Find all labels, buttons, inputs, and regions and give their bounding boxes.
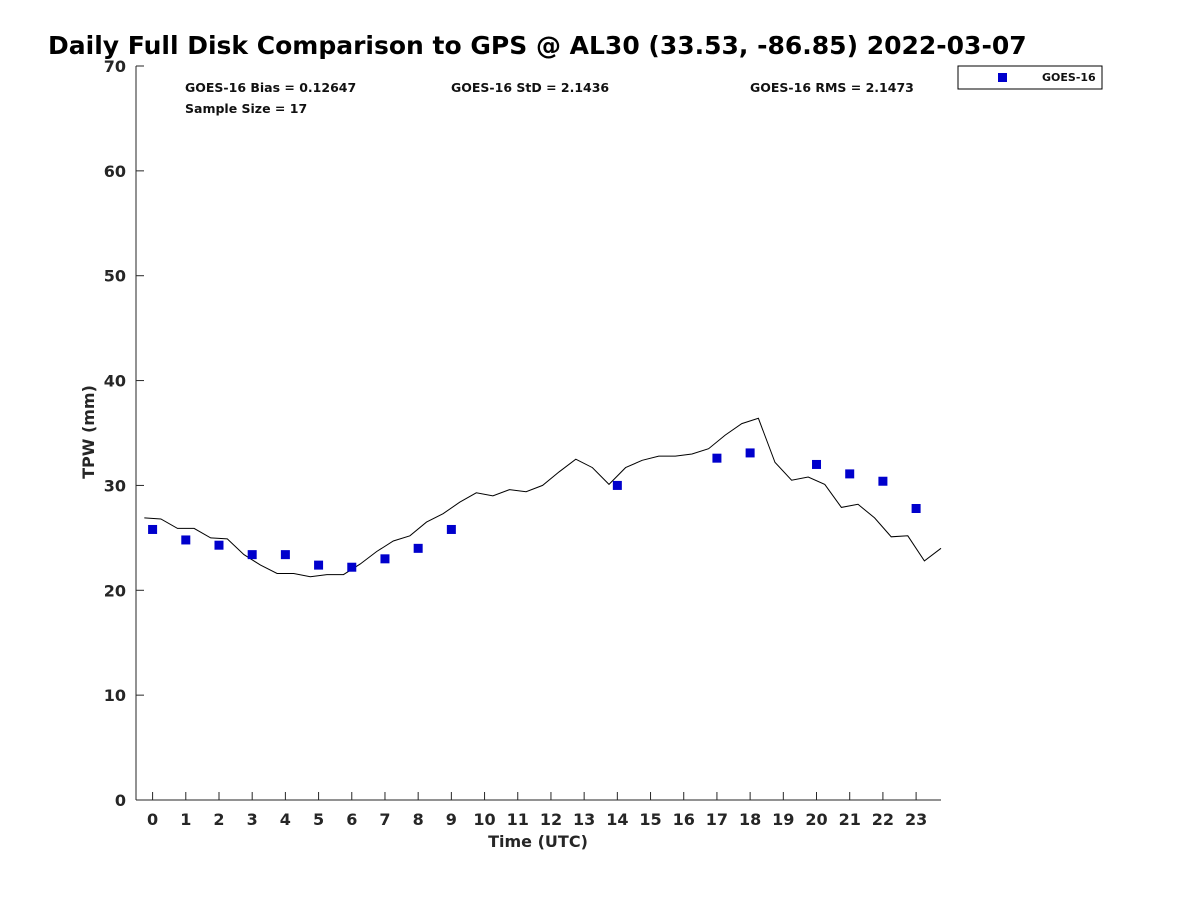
- x-tick-label: 23: [905, 810, 927, 829]
- goes-point: [812, 459, 822, 469]
- legend-marker: [998, 73, 1007, 82]
- x-tick-label: 22: [872, 810, 894, 829]
- y-tick-label: 0: [115, 791, 126, 810]
- goes-point: [745, 448, 755, 458]
- x-tick-label: 6: [346, 810, 357, 829]
- x-tick-label: 2: [213, 810, 224, 829]
- x-tick-label: 16: [673, 810, 695, 829]
- legend: GOES-16: [957, 65, 1103, 90]
- gps-series: [144, 417, 942, 578]
- y-axis-label: TPW (mm): [79, 385, 98, 479]
- x-tick-label: 5: [313, 810, 324, 829]
- goes-point: [280, 550, 290, 560]
- goes-point: [612, 480, 622, 490]
- x-tick-label: 1: [180, 810, 191, 829]
- goes-point: [380, 554, 390, 564]
- goes-point: [314, 560, 324, 570]
- goes-series: [148, 448, 921, 572]
- legend-box: [957, 65, 1103, 90]
- x-axis-label: Time (UTC): [488, 832, 588, 851]
- sample-size-stat: Sample Size = 17: [185, 101, 307, 116]
- x-tick-label: 14: [606, 810, 628, 829]
- goes-point: [413, 543, 423, 553]
- y-tick-label: 60: [104, 162, 126, 181]
- y-tick-label: 20: [104, 581, 126, 600]
- x-tick-label: 9: [446, 810, 457, 829]
- x-tick-label: 3: [247, 810, 258, 829]
- goes-point: [214, 540, 224, 550]
- x-tick-label: 18: [739, 810, 761, 829]
- y-tick-label: 10: [104, 686, 126, 705]
- goes-point: [446, 524, 456, 534]
- x-tick-label: 17: [706, 810, 728, 829]
- x-tick-label: 21: [839, 810, 861, 829]
- goes-point: [878, 476, 888, 486]
- x-tick-label: 8: [413, 810, 424, 829]
- bias-stat: GOES-16 Bias = 0.12647: [185, 80, 356, 95]
- x-tick-label: 12: [540, 810, 562, 829]
- x-tick-label: 20: [805, 810, 827, 829]
- x-tick-label: 0: [147, 810, 158, 829]
- goes-point: [181, 535, 191, 545]
- y-tick-label: 30: [104, 476, 126, 495]
- goes-point: [247, 550, 257, 560]
- gps-line: [144, 417, 942, 578]
- x-tick-label: 7: [379, 810, 390, 829]
- std-stat: GOES-16 StD = 2.1436: [451, 80, 609, 95]
- x-tick-label: 11: [507, 810, 529, 829]
- y-tick-label: 40: [104, 372, 126, 391]
- x-tick-label: 10: [473, 810, 495, 829]
- rms-stat: GOES-16 RMS = 2.1473: [750, 80, 914, 95]
- legend-label: GOES-16: [1042, 71, 1096, 84]
- goes-point: [347, 562, 357, 572]
- chart-title: Daily Full Disk Comparison to GPS @ AL30…: [48, 31, 1027, 60]
- x-tick-label: 13: [573, 810, 595, 829]
- y-tick-label: 70: [104, 57, 126, 76]
- goes-point: [712, 453, 722, 463]
- x-tick-label: 4: [280, 810, 291, 829]
- goes-point: [845, 469, 855, 479]
- x-tick-label: 15: [639, 810, 661, 829]
- goes-point: [148, 524, 158, 534]
- goes-point: [911, 503, 921, 513]
- y-tick-label: 50: [104, 267, 126, 286]
- x-tick-label: 19: [772, 810, 794, 829]
